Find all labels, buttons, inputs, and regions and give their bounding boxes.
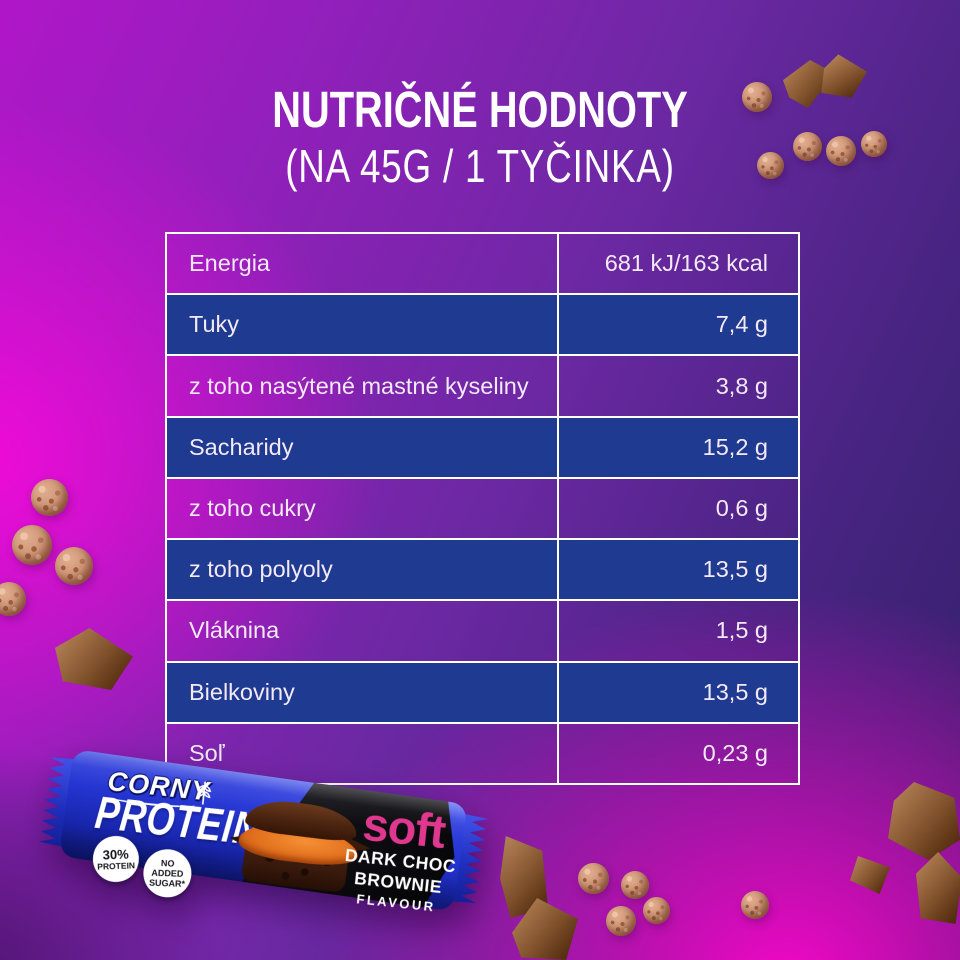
nutrition-table: Energia 681 kJ/163 kcal Tuky 7,4 g z toh… (165, 232, 800, 785)
cereal-ball (861, 131, 887, 157)
cereal-ball (643, 897, 670, 924)
cereal-ball (741, 891, 769, 919)
table-row: z toho nasýtené mastné kyseliny 3,8 g (167, 354, 798, 416)
cereal-ball (578, 863, 609, 894)
nutrient-label: Energia (167, 234, 559, 294)
nutrient-value: 681 kJ/163 kcal (604, 250, 768, 277)
table-row: Vláknina 1,5 g (167, 599, 798, 661)
nutrient-value: 15,2 g (702, 433, 768, 460)
table-row: Tuky 7,4 g (167, 293, 798, 355)
nutrient-label: Soľ (167, 723, 559, 783)
nutrient-value: 13,5 g (702, 556, 768, 583)
nutrient-label: Tuky (167, 295, 559, 355)
cereal-ball (793, 132, 822, 161)
cereal-ball (0, 582, 26, 616)
nutrient-label: z toho cukry (167, 478, 559, 539)
cereal-ball (742, 82, 772, 112)
badge-text: PROTEIN (97, 860, 136, 872)
cereal-ball (55, 547, 93, 585)
title-line-1: NUTRIČNÉ HODNOTY (272, 81, 688, 138)
nutrient-label: z toho polyoly (167, 540, 559, 600)
nutrient-label: z toho nasýtené mastné kyseliny (167, 356, 559, 416)
title-line-2: (NA 45G / 1 TYČINKA) (285, 140, 675, 192)
cereal-ball (31, 479, 68, 516)
page-title: NUTRIČNÉ HODNOTY (NA 45G / 1 TYČINKA) (0, 84, 960, 192)
table-row: Bielkoviny 13,5 g (167, 660, 798, 722)
cereal-ball (12, 525, 52, 565)
cereal-ball (826, 136, 856, 166)
flavour-block: soft DARK CHOC BROWNIE FLAVOUR (329, 797, 473, 918)
nutrient-label: Vláknina (167, 601, 559, 661)
nutrient-value: 13,5 g (702, 678, 768, 705)
cereal-ball (606, 906, 636, 936)
cereal-ball (621, 871, 649, 899)
badge-text: 30% (102, 846, 130, 863)
table-row: Sacharidy 15,2 g (167, 415, 798, 477)
nutrient-value: 0,6 g (715, 494, 768, 521)
nutrient-value: 7,4 g (715, 311, 768, 338)
cereal-ball (757, 152, 784, 179)
wheat-icon (196, 781, 212, 805)
table-row: z toho polyoly 13,5 g (167, 538, 798, 600)
nutrient-value: 0,23 g (702, 739, 768, 766)
badge-text: NO (160, 858, 175, 869)
product-bar: CORNY PROTEIN 30% PROTEIN NO ADDED SUGAR… (37, 746, 490, 915)
nutrient-value: 1,5 g (715, 617, 768, 644)
nutrient-label: Sacharidy (167, 417, 559, 477)
nutrient-label: Bielkoviny (167, 662, 559, 722)
badge-text: SUGAR* (148, 877, 186, 889)
table-row: Soľ 0,23 g (167, 721, 798, 783)
table-row: Energia 681 kJ/163 kcal (167, 234, 798, 294)
table-row: z toho cukry 0,6 g (167, 476, 798, 539)
nutrient-value: 3,8 g (715, 372, 768, 399)
